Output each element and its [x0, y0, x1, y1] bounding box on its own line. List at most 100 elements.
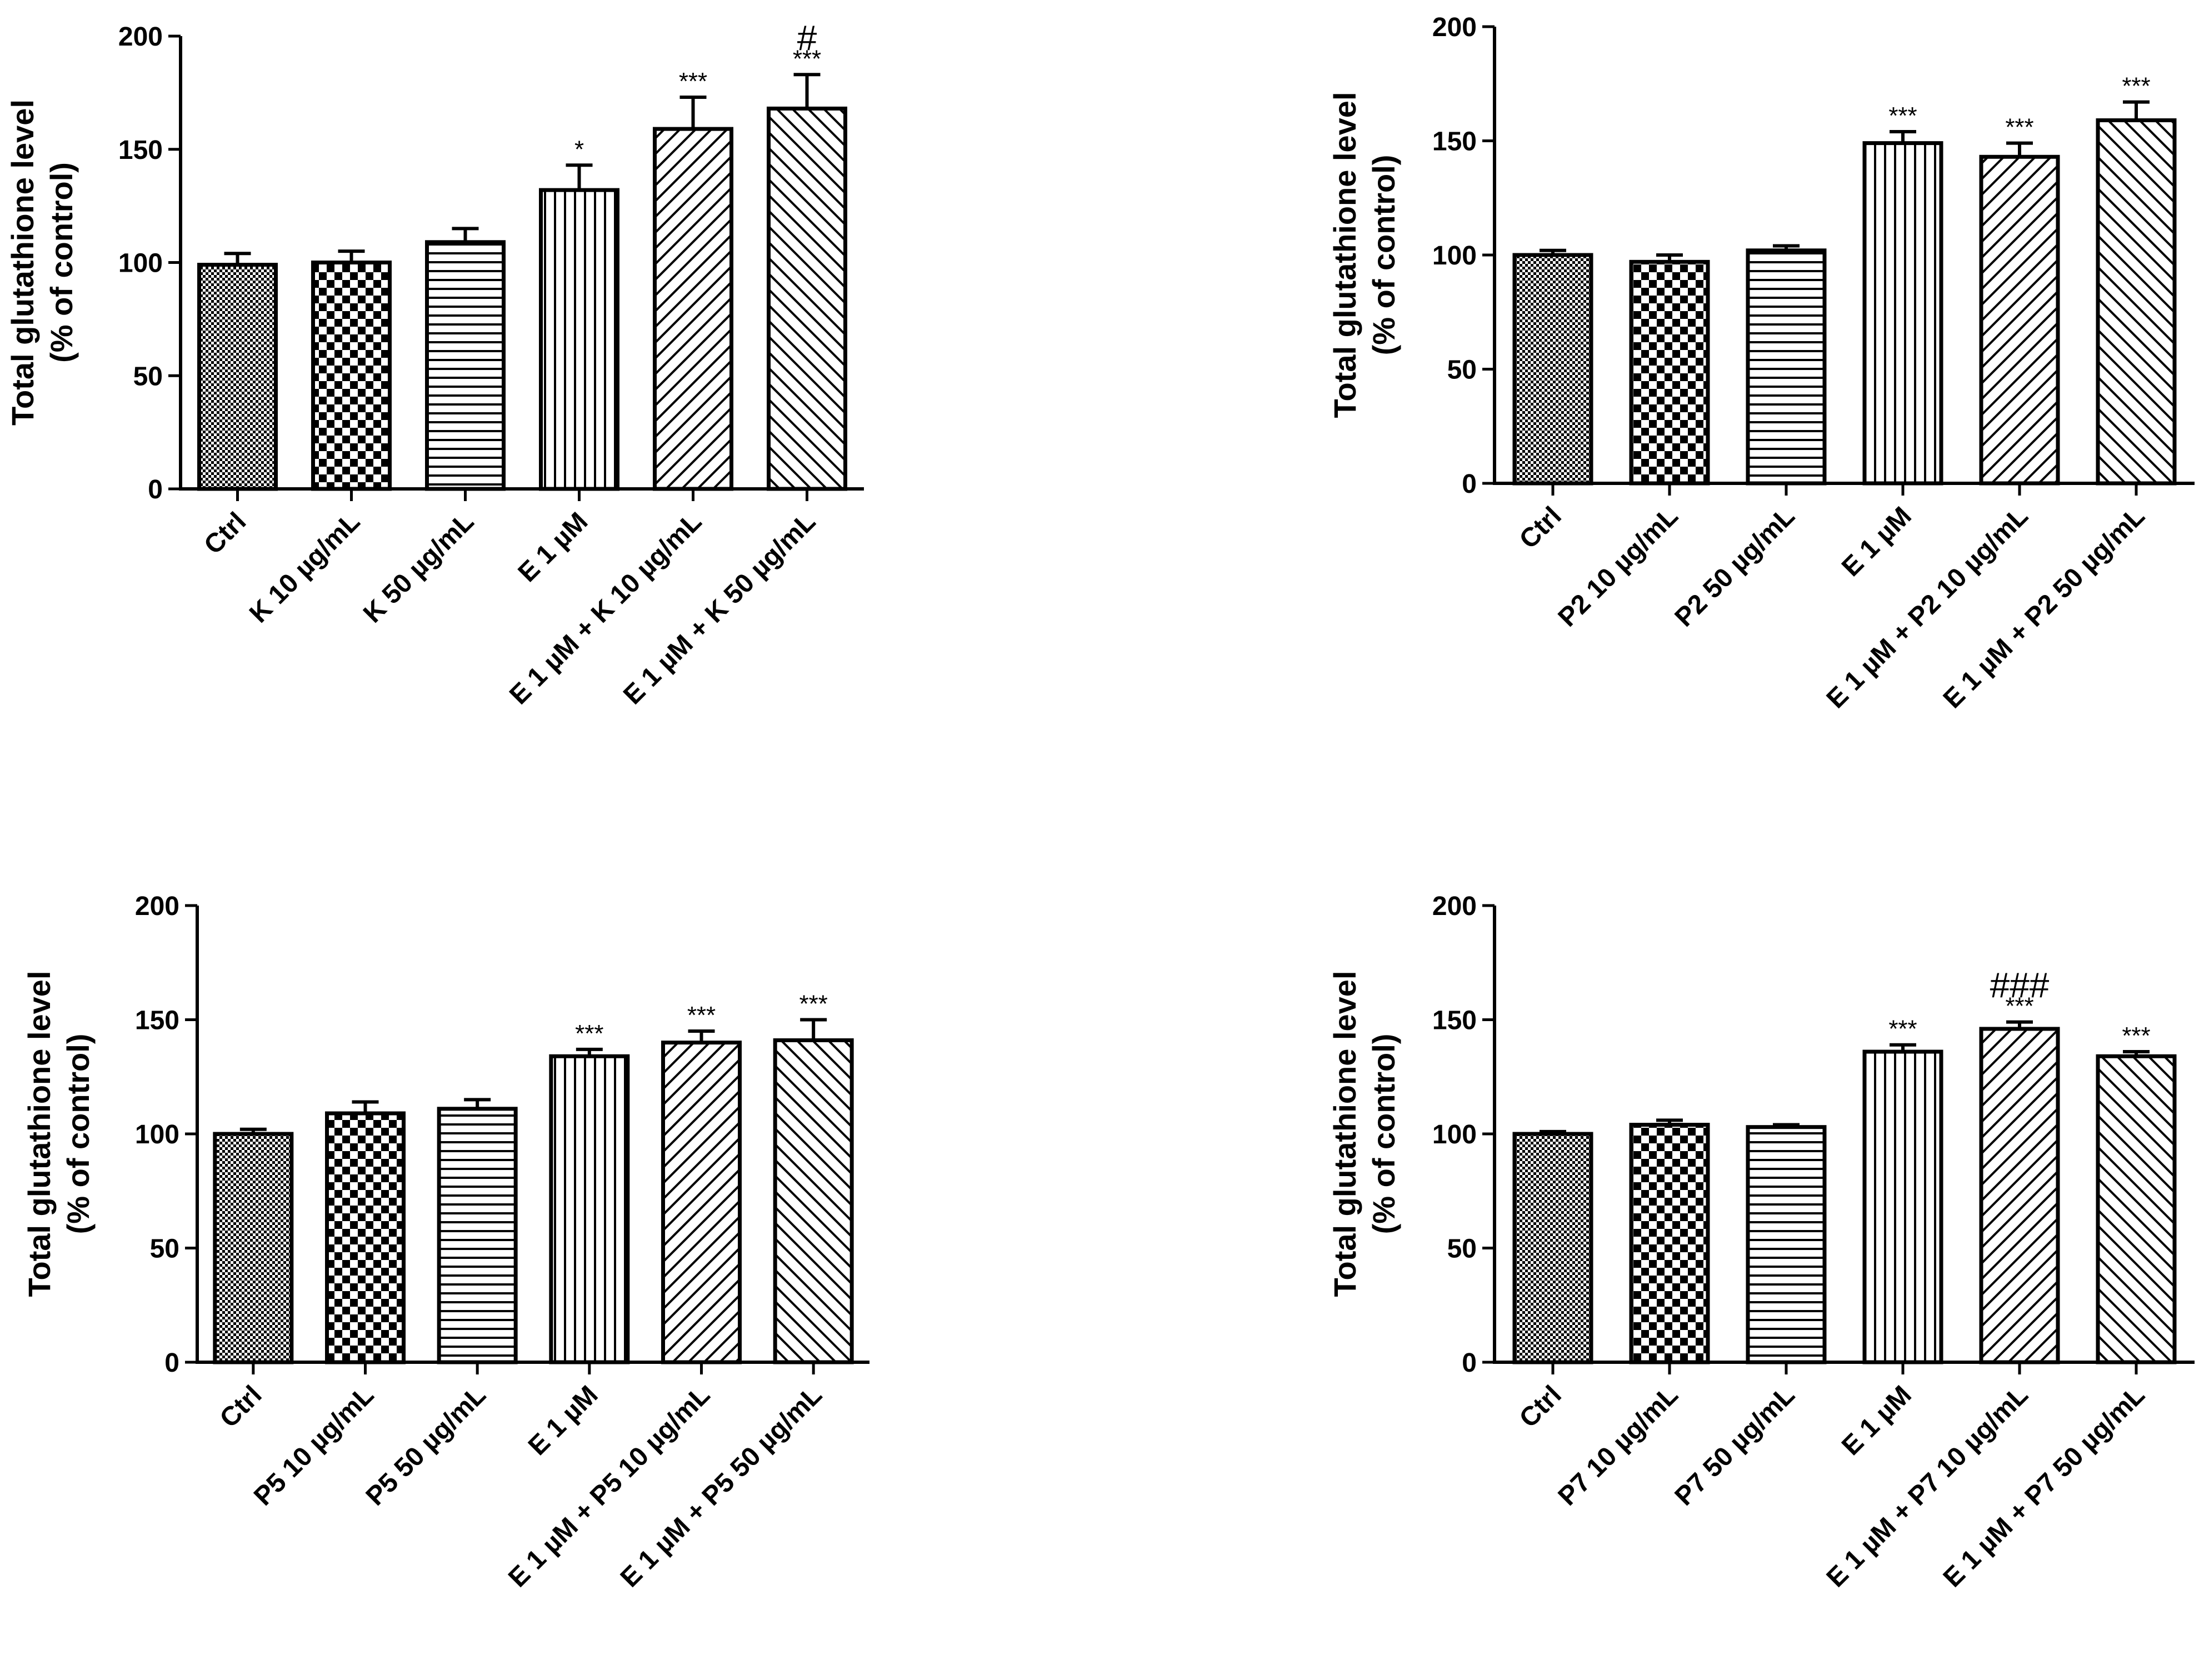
bar [1862, 141, 1943, 486]
y-tick-label: 150 [118, 136, 163, 165]
bar [653, 127, 733, 491]
bar [197, 263, 278, 491]
bar [539, 188, 619, 491]
bar [767, 106, 847, 491]
bar-group: *** E 1 µM [1836, 1016, 1943, 1461]
bar [661, 1041, 742, 1364]
bar [1629, 259, 1710, 486]
bar [1512, 253, 1593, 486]
x-category-label: P5 10 µg/mL [248, 1380, 379, 1511]
x-category-label: E 1 µM + P2 10 µg/mL [1821, 501, 2034, 714]
y-axis-title: Total glutathione level [1327, 92, 1362, 418]
y-tick-label: 0 [1462, 469, 1477, 499]
significance-label: *** [1888, 102, 1917, 129]
x-category-label: E 1 µM + P7 10 µg/mL [1821, 1380, 2034, 1593]
bar [1746, 1125, 1827, 1364]
bar-group: * E 1 µM [513, 136, 619, 588]
significance-label: *** [2005, 993, 2033, 1020]
x-category-label: E 1 µM + P7 50 µg/mL [1938, 1380, 2151, 1593]
bar [1629, 1123, 1710, 1364]
y-tick-label: 0 [1462, 1348, 1477, 1378]
x-category-label: P7 50 µg/mL [1670, 1380, 1801, 1511]
y-tick-label: 50 [1447, 1234, 1477, 1264]
x-category-label: P7 10 µg/mL [1553, 1380, 1684, 1511]
bar [1512, 1132, 1593, 1364]
x-category-label: E 1 µM [513, 507, 594, 588]
x-category-label: E 1 µM [1836, 1380, 1917, 1461]
y-tick-label: 150 [1432, 1006, 1477, 1036]
x-category-label: Ctrl [214, 1380, 268, 1433]
significance-label: *** [793, 45, 821, 72]
bar [425, 240, 506, 491]
y-tick-label: 50 [150, 1234, 179, 1264]
bar [773, 1038, 854, 1364]
y-tick-label: 100 [1432, 241, 1477, 271]
bar [311, 261, 392, 491]
y-axis-title: Total glutathione level [1327, 971, 1362, 1297]
y-tick-label: 100 [1432, 1120, 1477, 1149]
y-tick-label: 0 [148, 475, 163, 504]
y-axis-subtitle: (% of control) [61, 1034, 96, 1234]
x-category-label: Ctrl [1514, 1380, 1567, 1433]
significance-label: *** [1888, 1016, 1917, 1043]
y-axis-subtitle: (% of control) [1366, 1034, 1401, 1234]
x-category-label: P5 50 µg/mL [361, 1380, 492, 1511]
bar [325, 1111, 406, 1364]
chart-panel-bottom-right: 0 50 100 150 200 Total glutathione level (% of… [1327, 892, 2195, 1593]
bar-group: Ctrl [1512, 1129, 1593, 1433]
x-category-label: E 1 µM [523, 1380, 604, 1461]
x-category-label: E 1 µM + P5 10 µg/mL [503, 1380, 716, 1593]
y-tick-label: 50 [133, 362, 163, 391]
bar [2096, 1054, 2177, 1364]
bar [1862, 1049, 1943, 1364]
bar [437, 1107, 518, 1364]
bar-group: Ctrl [213, 1127, 294, 1433]
y-tick-label: 200 [135, 892, 179, 921]
bar [549, 1054, 630, 1364]
y-axis-subtitle: (% of control) [44, 162, 79, 363]
y-tick-label: 100 [135, 1120, 179, 1149]
x-category-label: E 1 µM + K 50 µg/mL [618, 507, 821, 710]
x-category-label: K 10 µg/mL [244, 507, 366, 628]
bar [2096, 118, 2177, 486]
x-category-label: Ctrl [198, 507, 252, 560]
bar-group: Ctrl [1512, 248, 1593, 554]
y-axis-title: Total glutathione level [5, 99, 40, 426]
significance-label: *** [2122, 1022, 2150, 1049]
bar [213, 1132, 294, 1364]
x-category-label: P2 50 µg/mL [1670, 501, 1801, 632]
significance-label: * [574, 136, 584, 163]
y-tick-label: 200 [118, 22, 163, 52]
chart-panel-top-right: 0 50 100 150 200 Total glutathione level (% of… [1327, 13, 2195, 714]
bar-group: *** E 1 µM [523, 1020, 630, 1461]
bar-group: *** E 1 µM [1836, 102, 1943, 582]
y-tick-label: 200 [1432, 892, 1477, 921]
y-tick-label: 50 [1447, 356, 1477, 385]
y-axis-subtitle: (% of control) [1366, 155, 1401, 356]
significance-label: *** [687, 1002, 716, 1029]
chart-panel-bottom-left: 0 50 100 150 200 Total glutathione level (% of… [22, 892, 869, 1593]
significance-label: *** [2005, 114, 2033, 141]
y-tick-label: 100 [118, 249, 163, 278]
chart-panel-top-left: 0 50 100 150 200 Total glutathione level (% of… [5, 18, 864, 710]
y-tick-label: 150 [1432, 127, 1477, 157]
significance-label: *** [575, 1020, 603, 1047]
significance-label: *** [2122, 73, 2150, 100]
x-category-label: E 1 µM [1836, 501, 1917, 582]
x-category-label: K 50 µg/mL [358, 507, 479, 628]
significance-label: *** [679, 68, 707, 95]
y-tick-label: 200 [1432, 13, 1477, 42]
x-category-label: E 1 µM + P5 50 µg/mL [615, 1380, 828, 1593]
y-tick-label: 150 [135, 1006, 179, 1036]
hash-significance-label: # [797, 18, 817, 58]
x-category-label: E 1 µM + P2 50 µg/mL [1938, 501, 2151, 714]
significance-label: *** [799, 991, 827, 1018]
x-category-label: Ctrl [1514, 501, 1567, 554]
hash-significance-label: ### [1990, 966, 2050, 1006]
x-category-label: P2 10 µg/mL [1553, 501, 1684, 632]
bar [1979, 154, 2060, 486]
y-axis-title: Total glutathione level [22, 971, 57, 1297]
y-tick-label: 0 [164, 1348, 179, 1378]
bar-group: Ctrl [197, 252, 278, 560]
